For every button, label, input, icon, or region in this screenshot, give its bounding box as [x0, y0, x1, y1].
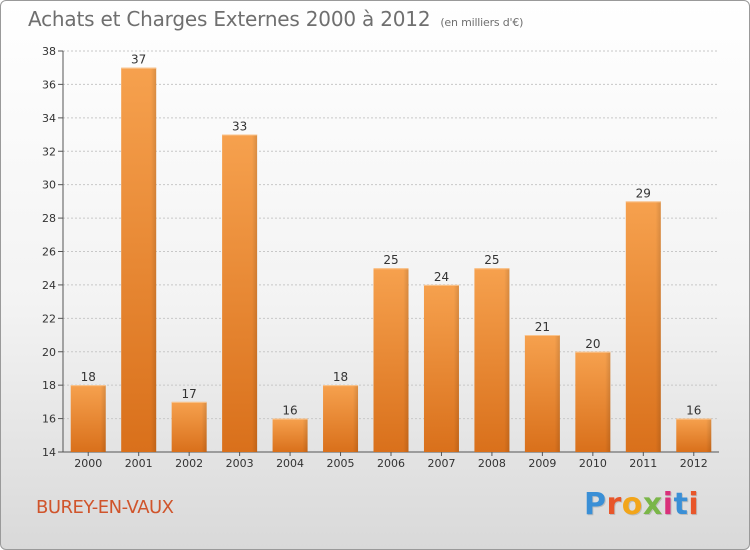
x-tick-label: 2010: [579, 457, 607, 470]
data-label: 24: [434, 270, 449, 284]
y-tick-label: 32: [42, 145, 56, 158]
y-tick-label: 18: [42, 379, 56, 392]
x-tick-label: 2000: [74, 457, 102, 470]
x-tick-label: 2003: [226, 457, 254, 470]
y-tick-label: 38: [42, 45, 56, 58]
data-label: 18: [81, 370, 96, 384]
bar-shade: [575, 351, 611, 452]
logo-letter: i: [662, 487, 674, 522]
y-tick-label: 16: [42, 413, 56, 426]
data-labels: 18 37 17 33 16 18 25 24 25 21 20 29 16: [81, 53, 702, 418]
x-tick-label: 2001: [125, 457, 153, 470]
bars: [70, 67, 712, 452]
data-label: 25: [484, 253, 499, 267]
data-label: 29: [636, 186, 651, 200]
logo-letter: o: [621, 487, 643, 522]
x-tick-label: 2007: [427, 457, 455, 470]
y-tick-label: 28: [42, 212, 56, 225]
logo-letter: P: [584, 487, 607, 522]
data-label: 17: [182, 387, 197, 401]
x-tick-label: 2009: [528, 457, 556, 470]
chart-title-text: Achats et Charges Externes 2000 à 2012: [28, 7, 431, 31]
data-label: 18: [333, 370, 348, 384]
data-label: 20: [585, 337, 600, 351]
commune-name: BUREY-EN-VAUX: [36, 497, 174, 518]
proxiti-logo[interactable]: Proxiti: [584, 487, 699, 522]
bar-shade: [524, 335, 560, 452]
chart-title: Achats et Charges Externes 2000 à 2012 (e…: [28, 7, 523, 31]
data-label: 16: [686, 404, 701, 418]
y-tick-label: 26: [42, 246, 56, 259]
y-tick-label: 22: [42, 312, 56, 325]
chart-subtitle: (en milliers d'€): [440, 16, 524, 29]
logo-letter: x: [642, 487, 663, 522]
logo-letter: t: [673, 487, 689, 522]
y-tick-label: 14: [42, 446, 56, 459]
x-tick-label: 2002: [175, 457, 203, 470]
bar-shade: [121, 67, 157, 452]
data-label: 25: [383, 253, 398, 267]
x-tick-label: 2011: [629, 457, 657, 470]
x-tick-label: 2008: [478, 457, 506, 470]
bar-shade: [676, 418, 712, 452]
x-tick-label: 2005: [327, 457, 355, 470]
data-label: 21: [535, 320, 550, 334]
bar-shade: [222, 134, 258, 452]
bar-shade: [323, 385, 359, 452]
x-tick-label: 2012: [680, 457, 708, 470]
bar-shade: [373, 268, 409, 452]
y-tick-label: 30: [42, 179, 56, 192]
bar-shade: [625, 201, 661, 452]
x-tick-label: 2006: [377, 457, 405, 470]
x-tick-label: 2004: [276, 457, 304, 470]
data-label: 37: [131, 53, 146, 67]
bar-shade: [474, 268, 510, 452]
data-label: 33: [232, 120, 247, 134]
logo-letter: i: [688, 487, 700, 522]
data-label: 16: [282, 404, 297, 418]
y-tick-label: 34: [42, 112, 56, 125]
bar-shade: [272, 418, 308, 452]
bar-shade: [171, 401, 207, 452]
y-tick-label: 24: [42, 279, 56, 292]
y-tick-label: 20: [42, 346, 56, 359]
bar-shade: [70, 385, 106, 452]
y-tick-label: 36: [42, 78, 56, 91]
bar-shade: [423, 284, 459, 452]
logo-letter: r: [606, 487, 622, 522]
